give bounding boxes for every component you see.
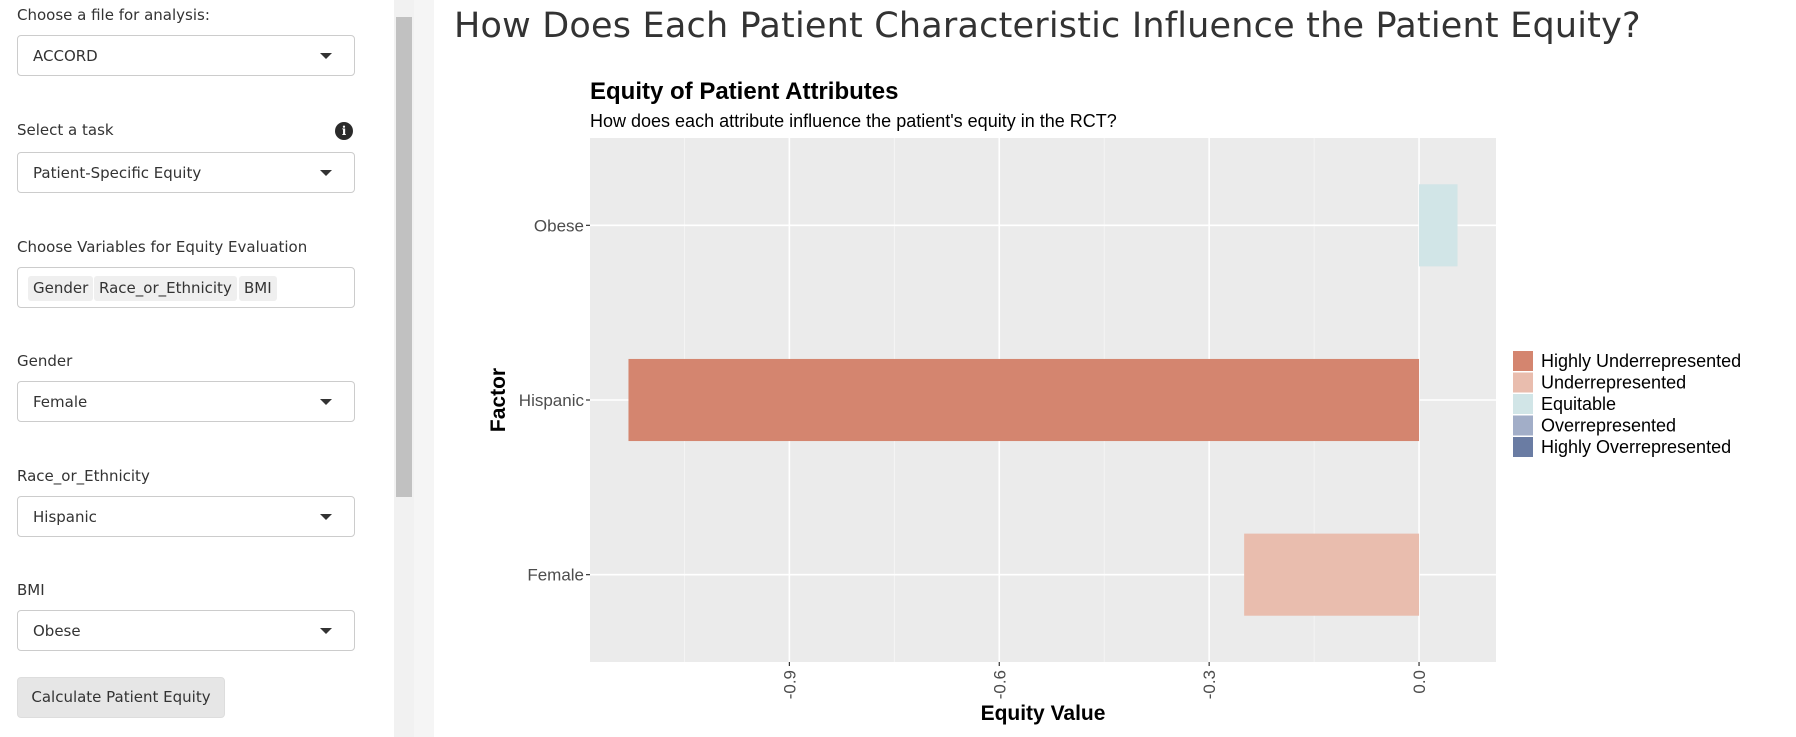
file-select-value: ACCORD: [33, 47, 98, 65]
bar-obese: [1419, 184, 1458, 267]
chevron-down-icon: [320, 514, 332, 520]
legend-label: Underrepresented: [1541, 373, 1686, 393]
race-select[interactable]: Hispanic: [17, 496, 355, 537]
y-axis: Obese Hispanic Female: [519, 216, 590, 585]
legend: Highly UnderrepresentedUnderrepresentedE…: [1513, 351, 1741, 457]
bmi-label: BMI: [17, 581, 45, 599]
variables-label: Choose Variables for Equity Evaluation: [17, 238, 308, 256]
legend-label: Highly Overrepresented: [1541, 437, 1731, 457]
variables-multiselect[interactable]: Gender Race_or_Ethnicity BMI: [17, 267, 355, 308]
file-select[interactable]: ACCORD: [17, 35, 355, 76]
legend-swatch: [1513, 351, 1533, 371]
variable-chip-race[interactable]: Race_or_Ethnicity: [94, 276, 237, 301]
sidebar-panel: Choose a file for analysis: ACCORD Selec…: [0, 0, 394, 737]
bar-hispanic: [628, 358, 1420, 442]
task-select[interactable]: Patient-Specific Equity: [17, 152, 355, 193]
legend-swatch: [1513, 437, 1533, 457]
y-axis-title: Factor: [487, 368, 510, 432]
calculate-equity-button[interactable]: Calculate Patient Equity: [17, 677, 225, 718]
gender-select[interactable]: Female: [17, 381, 355, 422]
variable-chip-gender[interactable]: Gender: [28, 276, 94, 301]
x-tick-label: -0.3: [1200, 670, 1219, 699]
x-tick-label: -0.6: [990, 670, 1009, 699]
legend-swatch: [1513, 394, 1533, 414]
variable-chip-bmi[interactable]: BMI: [239, 276, 277, 301]
legend-label: Highly Underrepresented: [1541, 351, 1741, 371]
gender-select-value: Female: [33, 393, 88, 411]
bmi-select[interactable]: Obese: [17, 610, 355, 651]
legend-label: Overrepresented: [1541, 416, 1676, 436]
legend-swatch: [1513, 372, 1533, 393]
equity-chart: Equity of Patient Attributes How does ea…: [487, 78, 1741, 725]
x-axis: -0.9 -0.6 -0.3 0.0: [780, 662, 1429, 699]
x-axis-title: Equity Value: [981, 702, 1106, 725]
bmi-select-value: Obese: [33, 622, 81, 640]
y-tick-label: Hispanic: [519, 391, 585, 410]
chevron-down-icon: [320, 170, 332, 176]
race-select-value: Hispanic: [33, 508, 97, 526]
sidebar-scrollbar-thumb[interactable]: [396, 17, 412, 497]
chevron-down-icon: [320, 628, 332, 634]
bars: [628, 184, 1458, 616]
chevron-down-icon: [320, 399, 332, 405]
race-label: Race_or_Ethnicity: [17, 467, 150, 485]
layout-gutter: [414, 0, 434, 737]
y-tick-label: Obese: [534, 216, 584, 235]
gender-label: Gender: [17, 352, 73, 370]
bar-female: [1244, 533, 1420, 616]
page-title: How Does Each Patient Characteristic Inf…: [454, 6, 1641, 46]
task-select-label: Select a task: [17, 121, 114, 139]
chart-title: Equity of Patient Attributes: [590, 78, 898, 105]
x-tick-label: 0.0: [1410, 670, 1429, 694]
info-circle-icon[interactable]: i: [335, 122, 353, 140]
chart-subtitle: How does each attribute influence the pa…: [590, 111, 1117, 131]
file-select-label: Choose a file for analysis:: [17, 6, 210, 24]
task-select-value: Patient-Specific Equity: [33, 164, 202, 182]
y-tick-label: Female: [527, 566, 584, 585]
legend-swatch: [1513, 415, 1533, 436]
legend-label: Equitable: [1541, 394, 1616, 414]
x-tick-label: -0.9: [780, 670, 799, 699]
chevron-down-icon: [320, 53, 332, 59]
